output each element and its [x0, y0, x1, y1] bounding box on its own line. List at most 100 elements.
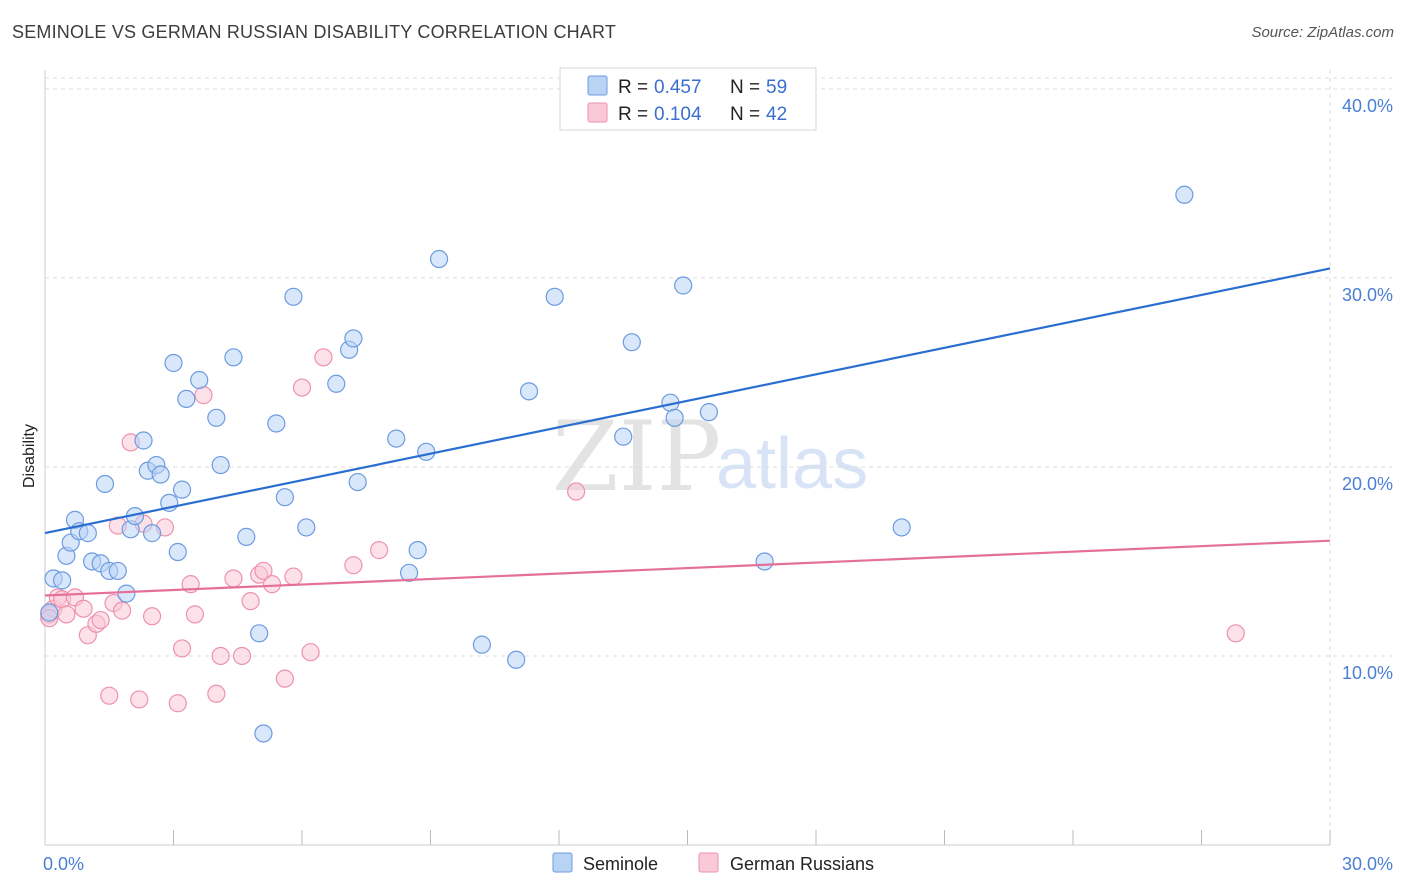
chart-source: Source: ZipAtlas.com	[1251, 24, 1394, 41]
seminole-point	[472, 635, 491, 654]
seminole-point	[387, 429, 406, 448]
seminole-point	[237, 527, 256, 546]
seminole-point	[519, 382, 539, 401]
seminole-point	[545, 287, 564, 306]
trendlines	[44, 267, 1331, 597]
x-tick-labels: 0.0% 30.0%	[43, 854, 1393, 874]
seminole-point	[134, 431, 153, 450]
bottom-legend-label-german-russians: German Russians	[730, 854, 874, 874]
german-russians-point	[194, 386, 213, 405]
seminole-point	[275, 488, 294, 507]
seminole-point	[408, 541, 427, 560]
german-russians-point	[232, 646, 252, 666]
german-russians-point	[292, 378, 312, 397]
seminole-point	[172, 480, 192, 499]
seminole-point	[674, 276, 693, 295]
german-russians-point	[254, 561, 273, 581]
bottom-legend-label-seminole: Seminole	[583, 854, 658, 874]
y-tick-label: 10.0%	[1342, 663, 1393, 683]
seminole-point	[168, 542, 187, 562]
y-tick-label: 20.0%	[1342, 474, 1393, 494]
german-russians-point	[112, 601, 132, 620]
bottom-legend-swatch-seminole	[552, 852, 573, 873]
x-ticks	[173, 830, 1331, 845]
german-russians-point	[301, 643, 320, 662]
german-russians-point	[100, 686, 119, 705]
x-tick-label: 30.0%	[1342, 854, 1393, 874]
german-russians-point	[130, 690, 149, 709]
seminole-point	[417, 442, 436, 461]
seminole-point	[53, 571, 72, 590]
seminole-point	[211, 455, 230, 475]
seminole-point	[78, 524, 97, 543]
legend-swatch-seminole	[587, 75, 608, 96]
german-russians-point	[284, 567, 303, 586]
seminole-point	[254, 724, 273, 743]
seminole-point	[108, 561, 127, 581]
seminole-point	[250, 624, 269, 643]
legend-seminole-r-value: 0.457	[654, 77, 702, 98]
german-russians-point	[344, 556, 363, 575]
german-russians-point	[241, 592, 260, 611]
seminole-point	[348, 472, 367, 492]
german-russians-point	[370, 541, 389, 560]
german-russians-point	[185, 605, 205, 624]
legend-german-n-label: N =	[730, 104, 760, 125]
seminole-point	[142, 524, 162, 543]
seminole-point	[190, 370, 209, 390]
german-russians-point	[275, 669, 294, 688]
y-tick-labels: 10.0% 20.0% 30.0% 40.0%	[1342, 96, 1393, 683]
seminole-point	[507, 650, 526, 669]
german-russians-point	[211, 646, 230, 666]
seminole-point	[892, 518, 911, 537]
y-axis-label: Disability	[21, 424, 38, 488]
legend: R = 0.457 N = 59 R = 0.104 N = 42	[559, 67, 817, 131]
x-tick-label: 0.0%	[43, 854, 84, 874]
german-russians-point	[314, 348, 333, 367]
german-russians-point	[74, 599, 93, 618]
german-russians-point	[224, 569, 243, 588]
series-seminole	[40, 185, 1194, 743]
seminole-trendline	[44, 267, 1331, 535]
y-tick-label: 40.0%	[1342, 96, 1393, 116]
seminole-point	[151, 465, 170, 484]
legend-german-r-value: 0.104	[654, 104, 702, 125]
watermark-atlas: atlas	[716, 424, 868, 504]
seminole-point	[429, 249, 449, 269]
german-russians-point	[567, 482, 586, 501]
german-russians-point	[57, 605, 76, 624]
seminole-point	[267, 414, 286, 433]
seminole-point	[284, 287, 303, 306]
seminole-point	[164, 353, 183, 373]
legend-seminole-n-value: 59	[766, 77, 787, 98]
seminole-point	[344, 329, 363, 348]
seminole-point	[622, 333, 641, 352]
seminole-point	[207, 408, 226, 427]
german-russians-point	[91, 610, 110, 630]
seminole-point	[614, 427, 633, 446]
seminole-point	[755, 552, 774, 571]
legend-swatch-german-russians	[587, 102, 608, 123]
seminole-point	[40, 603, 59, 622]
german-russians-point	[207, 684, 226, 703]
seminole-point	[399, 563, 419, 582]
seminole-point	[224, 348, 243, 367]
legend-german-n-value: 42	[766, 104, 787, 125]
seminole-point	[327, 374, 346, 393]
german-russians-trendline	[44, 539, 1331, 597]
german-russians-point	[1226, 624, 1245, 643]
legend-seminole-n-label: N =	[730, 77, 760, 98]
german-russians-point	[172, 639, 192, 658]
seminole-point	[665, 408, 684, 427]
legend-german-r-label: R =	[618, 104, 648, 125]
seminole-point	[699, 403, 719, 422]
seminole-point	[297, 518, 316, 537]
legend-seminole-r-label: R =	[618, 77, 648, 98]
y-tick-label: 30.0%	[1342, 285, 1393, 305]
seminole-point	[1175, 185, 1194, 204]
german-russians-point	[262, 575, 282, 594]
bottom-legend: Seminole German Russians	[552, 852, 874, 874]
seminole-point	[177, 389, 196, 409]
seminole-point	[95, 474, 115, 494]
